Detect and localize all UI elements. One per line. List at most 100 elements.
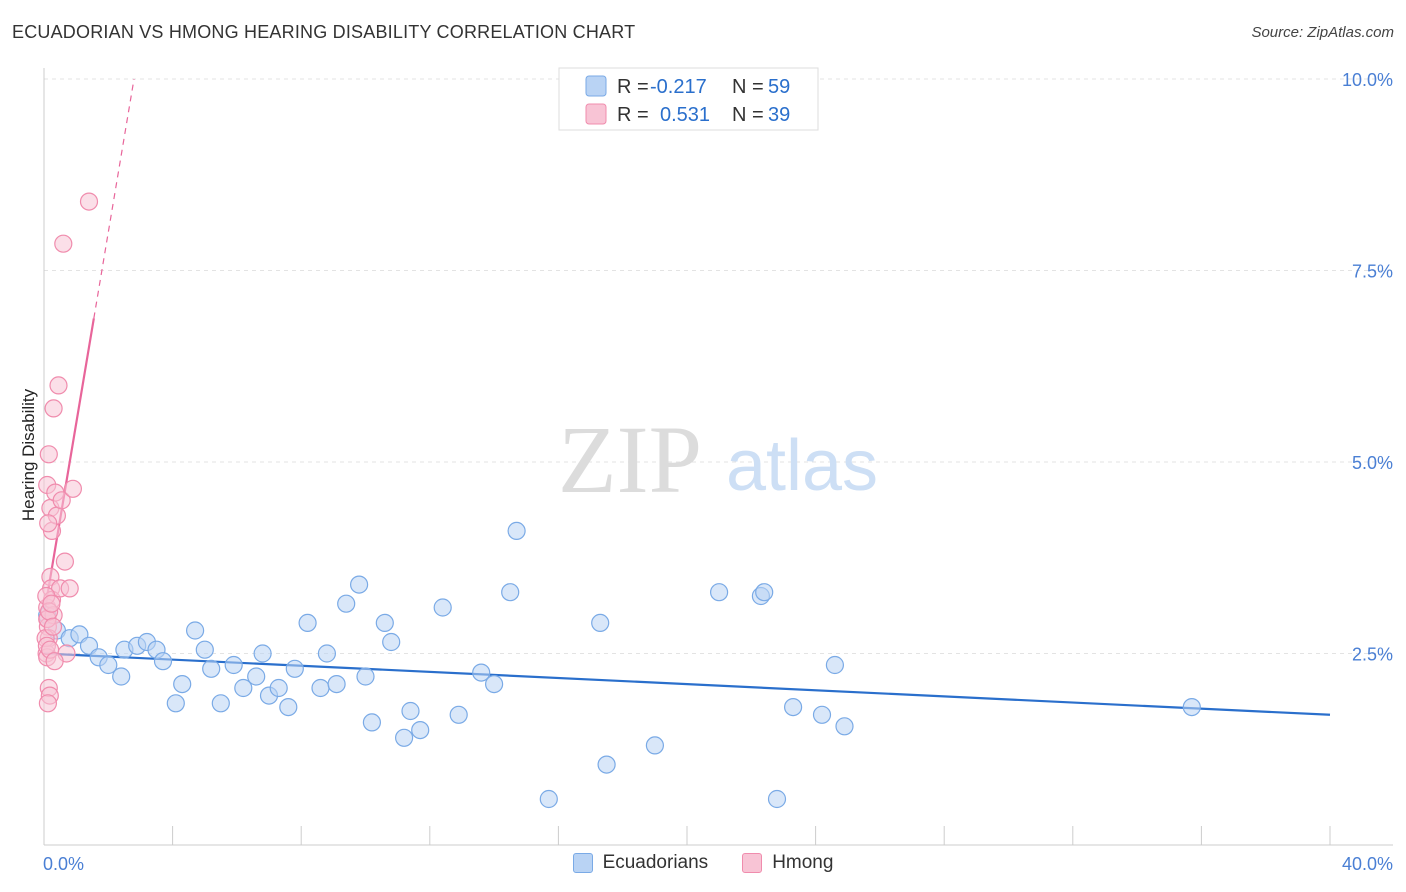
ecuadorian-point-23[interactable] (253, 644, 272, 663)
ecuadorian-point-22[interactable] (247, 667, 266, 686)
y-axis-label: Hearing Disability (19, 388, 38, 521)
gridlines (44, 78, 1393, 654)
legend-n-value-1: 59 (768, 76, 790, 98)
hmong-point-29[interactable] (79, 192, 99, 211)
ecuadorian-point-37[interactable] (382, 632, 401, 652)
legend-n-label-2: N = (732, 104, 764, 126)
hmong-point-18[interactable] (44, 399, 63, 418)
ecuadorian-point-28[interactable] (298, 613, 317, 633)
ecuadorian-point-39[interactable] (401, 701, 420, 721)
hmong-label: Hmong (772, 852, 834, 873)
ecuadorian-point-58[interactable] (835, 717, 854, 736)
hmong-point-27[interactable] (60, 579, 79, 598)
ecuadorian-point-20[interactable] (224, 655, 243, 675)
legend-item-ecuadorians[interactable]: Ecuadorians (572, 852, 709, 874)
ecuadorian-point-38[interactable] (395, 728, 414, 747)
ecuadorian-point-19[interactable] (211, 694, 230, 713)
ecuadorian-point-45[interactable] (501, 583, 520, 602)
hmong-trendline (42, 318, 95, 616)
ecuadorian-point-14[interactable] (166, 694, 185, 713)
ecuadorian-point-48[interactable] (591, 613, 610, 633)
ecuadorians-label: Ecuadorians (602, 852, 709, 873)
x-tick-max: 40.0% (1342, 854, 1393, 874)
series-legend: Ecuadorians Hmong (0, 852, 1406, 874)
hmong-point-39[interactable] (45, 652, 64, 671)
hmong-point-9[interactable] (38, 694, 58, 713)
ecuadorian-point-50[interactable] (645, 736, 665, 755)
ecuadorian-point-8[interactable] (112, 667, 131, 686)
legend-r-label-1: R = (617, 76, 649, 98)
watermark: ZIP atlas (558, 406, 878, 513)
stats-legend: R = -0.217 N = 59 R = 0.531 N = 39 (558, 67, 819, 131)
ecuadorian-point-49[interactable] (597, 755, 616, 774)
ecuadorian-point-15[interactable] (173, 674, 192, 694)
hmong-trendline-extension (93, 78, 135, 319)
ecuadorian-point-34[interactable] (356, 667, 375, 686)
hmong-point-34[interactable] (39, 514, 58, 533)
hmong-point-15[interactable] (39, 445, 58, 464)
hmong-swatch (742, 853, 763, 873)
ecuadorian-point-13[interactable] (153, 652, 173, 671)
ecuadorian-point-41[interactable] (433, 598, 452, 617)
ecuadorian-trendline (43, 652, 1331, 716)
x-tick-min: 0.0% (43, 854, 84, 874)
y-tick-label-4: 10.0% (1342, 70, 1393, 90)
watermark-zip: ZIP (558, 406, 702, 513)
legend-r-value-2: 0.531 (660, 104, 710, 126)
ecuadorian-point-43[interactable] (472, 663, 491, 682)
ecuadorian-point-33[interactable] (350, 575, 369, 594)
data-points (36, 192, 1201, 809)
ecuadorian-point-57[interactable] (825, 655, 845, 675)
legend-n-label-1: N = (732, 76, 764, 98)
ecuadorian-point-55[interactable] (783, 697, 803, 717)
ecuadorian-point-54[interactable] (767, 789, 787, 809)
ecuadorian-point-26[interactable] (279, 697, 298, 717)
ecuadorian-point-31[interactable] (327, 674, 346, 694)
y-tick-label-1: 2.5% (1352, 645, 1393, 665)
ecuadorians-swatch (572, 853, 593, 873)
ecuadorian-point-35[interactable] (362, 713, 381, 732)
ecuadorian-point-16[interactable] (186, 621, 205, 640)
hmong-point-37[interactable] (42, 594, 61, 613)
ecuadorian-point-56[interactable] (812, 705, 832, 724)
ecuadorian-point-32[interactable] (337, 594, 356, 613)
trendlines (42, 78, 1331, 716)
ecuadorian-point-17[interactable] (195, 640, 214, 659)
ecuadorian-point-46[interactable] (507, 521, 526, 541)
ecuadorian-point-7[interactable] (99, 655, 118, 675)
axes (43, 68, 1393, 846)
hmong-point-21[interactable] (49, 376, 68, 395)
hmong-point-25[interactable] (55, 552, 75, 571)
legend-item-hmong[interactable]: Hmong (742, 852, 833, 874)
legend-n-value-2: 39 (768, 104, 790, 126)
y-tick-label-3: 7.5% (1352, 262, 1393, 282)
ecuadorian-point-42[interactable] (449, 705, 468, 724)
hmong-point-38[interactable] (43, 617, 63, 636)
ecuadorian-point-30[interactable] (317, 644, 336, 663)
legend-swatch-ecuadorians (585, 75, 607, 97)
ecuadorian-point-40[interactable] (411, 720, 430, 740)
ecuadorian-point-21[interactable] (234, 678, 253, 698)
legend-r-value-1: -0.217 (650, 76, 707, 98)
ecuadorian-point-25[interactable] (269, 678, 288, 698)
y-tick-labels: 2.5% 5.0% 7.5% 10.0% (1342, 70, 1393, 665)
ecuadorian-point-47[interactable] (539, 789, 558, 809)
x-tick-labels: 0.0% 40.0% (43, 854, 1393, 874)
ecuadorian-point-51[interactable] (709, 583, 729, 602)
legend-swatch-hmong (585, 103, 607, 125)
ecuadorian-point-59[interactable] (1182, 697, 1201, 717)
chart-title: ECUADORIAN VS HMONG HEARING DISABILITY C… (12, 22, 636, 42)
y-tick-label-2: 5.0% (1352, 453, 1393, 473)
ecuadorian-point-53[interactable] (755, 583, 774, 602)
ecuadorian-point-18[interactable] (202, 659, 221, 678)
source-label: Source: ZipAtlas.com (1251, 24, 1394, 41)
ecuadorian-point-27[interactable] (285, 659, 304, 678)
ecuadorian-point-36[interactable] (375, 613, 394, 633)
watermark-atlas: atlas (726, 426, 878, 506)
hmong-point-24[interactable] (54, 234, 73, 253)
ecuadorian-point-29[interactable] (311, 678, 330, 698)
hmong-point-28[interactable] (63, 479, 83, 498)
hmong-point-23[interactable] (52, 491, 71, 510)
ecuadorian-point-44[interactable] (485, 674, 504, 694)
